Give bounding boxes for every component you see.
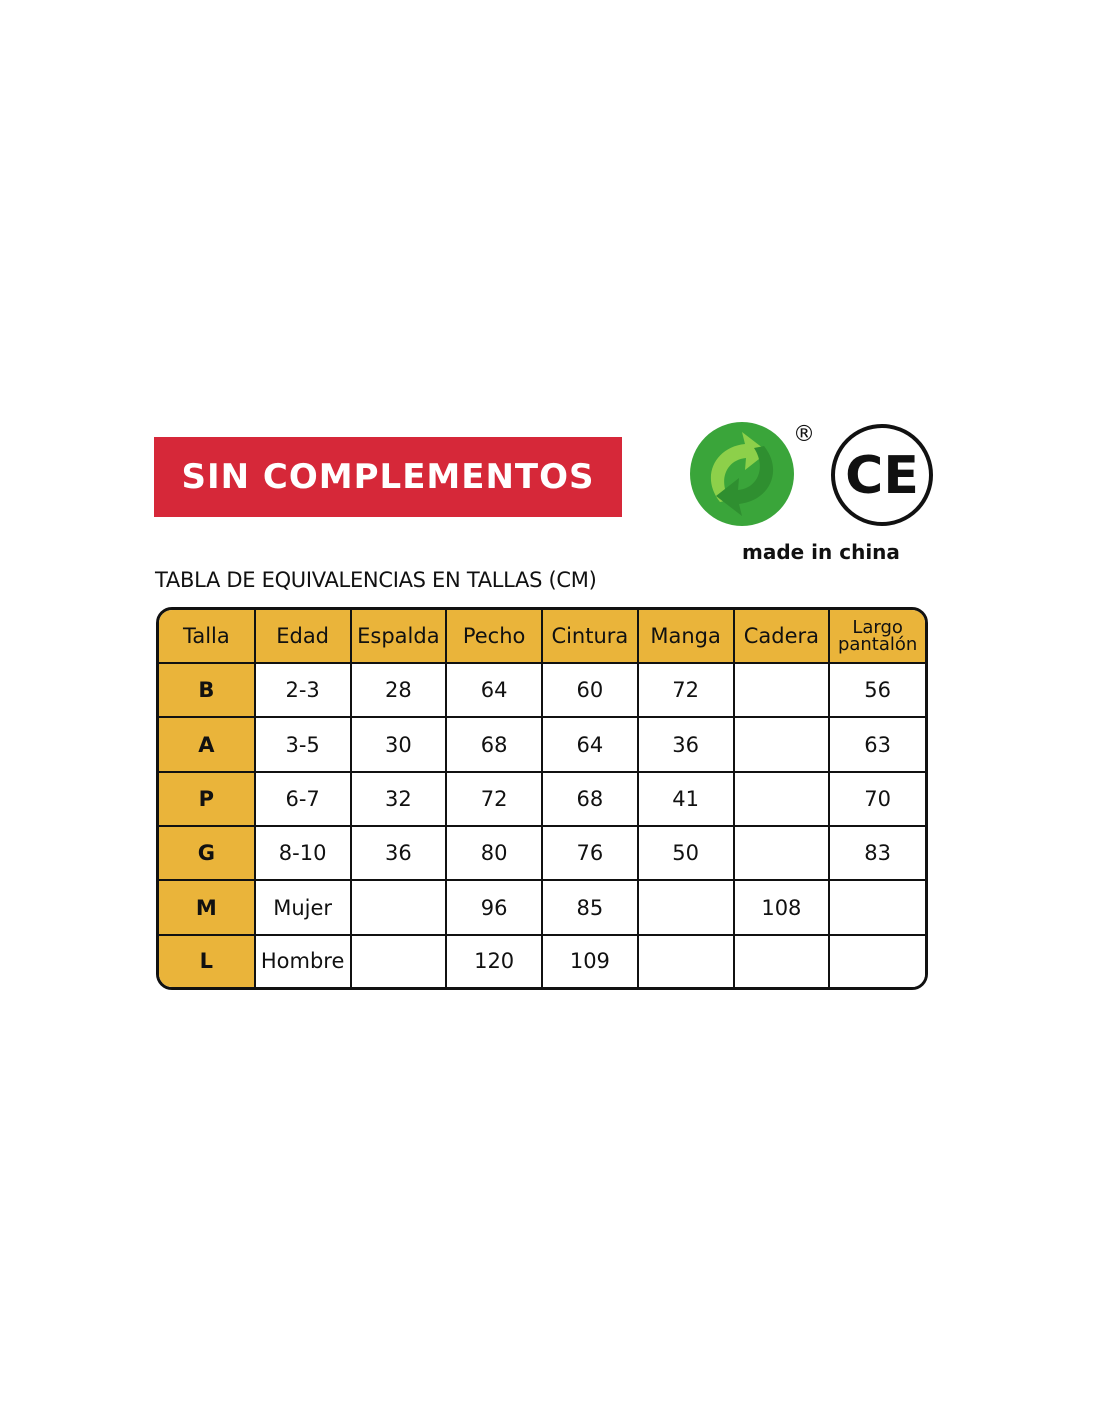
table-cell [349, 879, 448, 936]
table-cell: Mujer [253, 879, 352, 936]
table-cell: 8-10 [253, 825, 352, 882]
table-cell: 63 [828, 716, 925, 773]
table-cell: 72 [636, 661, 735, 719]
table-cell: 36 [636, 716, 735, 773]
column-header: Pecho [445, 610, 543, 664]
size-cell: M [159, 879, 256, 936]
table-cell [636, 879, 735, 936]
table-cell: 108 [732, 879, 831, 936]
made-in-china-label: made in china [742, 540, 900, 564]
table-cell: 68 [445, 716, 543, 773]
table-cell: 3-5 [253, 716, 352, 773]
table-title: TABLA DE EQUIVALENCIAS EN TALLAS (CM) [155, 568, 597, 592]
table-cell: 120 [445, 933, 543, 987]
banner-label: SIN COMPLEMENTOS [181, 457, 595, 497]
ce-text: CE [845, 446, 919, 506]
registered-mark: ® [793, 422, 815, 447]
table-cell: 41 [636, 770, 735, 828]
table-cell: Hombre [253, 933, 352, 987]
table-cell: 70 [828, 770, 925, 828]
table-row: L Hombre 120 109 [159, 933, 925, 987]
table-cell [732, 933, 831, 987]
size-table: Talla Edad Espalda Pecho Cintura Manga Cadera L… [156, 607, 928, 990]
table-cell [732, 661, 831, 719]
table-cell: 28 [349, 661, 448, 719]
size-cell: A [159, 716, 256, 773]
table-row: G 8-10 36 80 76 50 83 [159, 825, 925, 882]
table-cell: 96 [445, 879, 543, 936]
column-header: Espalda [349, 610, 448, 664]
table-cell: 6-7 [253, 770, 352, 828]
column-header: Talla [159, 610, 256, 664]
sin-complementos-banner: SIN COMPLEMENTOS [154, 437, 622, 517]
green-dot-recycling-icon [690, 422, 794, 526]
ce-mark-icon: CE [831, 424, 933, 526]
table-cell: 64 [541, 716, 639, 773]
size-cell: P [159, 770, 256, 828]
table-cell: 83 [828, 825, 925, 882]
size-cell: G [159, 825, 256, 882]
table-cell [349, 933, 448, 987]
table-cell [732, 716, 831, 773]
size-cell: B [159, 661, 256, 719]
table-header-row: Talla Edad Espalda Pecho Cintura Manga Cadera L… [159, 610, 925, 664]
table-cell: 64 [445, 661, 543, 719]
column-header: Edad [253, 610, 352, 664]
table-row: A 3-5 30 68 64 36 63 [159, 716, 925, 773]
table-cell [828, 879, 925, 936]
table-cell [636, 933, 735, 987]
table-row: P 6-7 32 72 68 41 70 [159, 770, 925, 828]
column-header: Largo pantalón [828, 610, 925, 664]
table-cell: 80 [445, 825, 543, 882]
table-cell: 76 [541, 825, 639, 882]
table-cell: 50 [636, 825, 735, 882]
table-cell: 60 [541, 661, 639, 719]
table-row: B 2-3 28 64 60 72 56 [159, 661, 925, 719]
size-cell: L [159, 933, 256, 987]
table-cell: 109 [541, 933, 639, 987]
table-cell: 72 [445, 770, 543, 828]
table-cell: 30 [349, 716, 448, 773]
table-cell [732, 825, 831, 882]
column-header: Manga [636, 610, 735, 664]
table-cell [828, 933, 925, 987]
table-cell: 36 [349, 825, 448, 882]
column-header: Cintura [541, 610, 639, 664]
column-header: Cadera [732, 610, 831, 664]
table-cell: 56 [828, 661, 925, 719]
table-row: M Mujer 96 85 108 [159, 879, 925, 936]
table-cell: 68 [541, 770, 639, 828]
table-cell [732, 770, 831, 828]
table-cell: 2-3 [253, 661, 352, 719]
table-cell: 32 [349, 770, 448, 828]
table-cell: 85 [541, 879, 639, 936]
